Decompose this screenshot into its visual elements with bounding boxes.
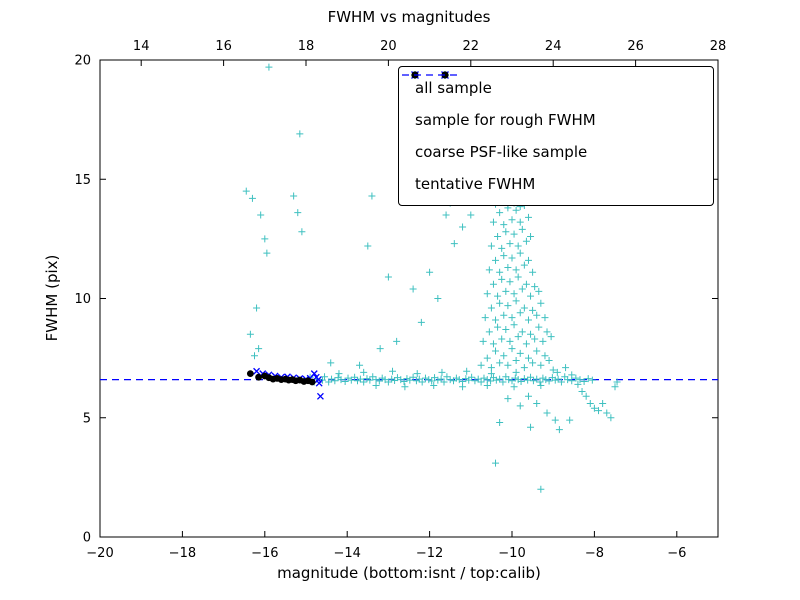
x-tick-label: −12: [416, 546, 443, 561]
series-plus: [242, 63, 621, 493]
chart-title: FWHM vs magnitudes: [327, 8, 491, 26]
top-x-tick-label: 24: [545, 39, 562, 54]
legend-item: coarse PSF-like sample: [407, 71, 705, 168]
legend: all sample sample for rough FWHM coarse PS…: [398, 66, 714, 206]
legend-item: tentative FWHM: [402, 74, 705, 200]
x-tick-label: −20: [86, 546, 113, 561]
y-tick-label: 15: [74, 173, 91, 188]
legend-marker-dash-icon: [402, 74, 458, 76]
x-tick-label: −10: [498, 546, 525, 561]
top-x-tick-label: 26: [627, 39, 644, 54]
series-dot: [246, 370, 316, 386]
legend-label: tentative FWHM: [415, 175, 536, 193]
legend-label: sample for rough FWHM: [415, 111, 596, 129]
top-x-tick-label: 14: [133, 39, 150, 54]
top-x-tick-label: 18: [298, 39, 315, 54]
top-x-tick-label: 22: [463, 39, 480, 54]
x-axis-label: magnitude (bottom:isnt / top:calib): [277, 564, 541, 582]
x-tick-label: −14: [333, 546, 360, 561]
y-tick-label: 5: [83, 411, 91, 426]
x-tick-label: −6: [667, 546, 686, 561]
x-tick-label: −16: [251, 546, 278, 561]
x-tick-label: −8: [585, 546, 604, 561]
top-x-tick-label: 28: [710, 39, 727, 54]
legend-label: all sample: [415, 79, 492, 97]
x-tick-label: −18: [169, 546, 196, 561]
legend-item: sample for rough FWHM: [407, 71, 705, 136]
top-x-tick-label: 20: [380, 39, 397, 54]
y-axis-label: FWHM (pix): [43, 254, 61, 342]
y-tick-label: 20: [74, 54, 91, 69]
y-tick-label: 0: [83, 531, 91, 546]
legend-label: coarse PSF-like sample: [415, 143, 588, 161]
y-tick-label: 10: [74, 292, 91, 307]
top-x-tick-label: 16: [215, 39, 232, 54]
